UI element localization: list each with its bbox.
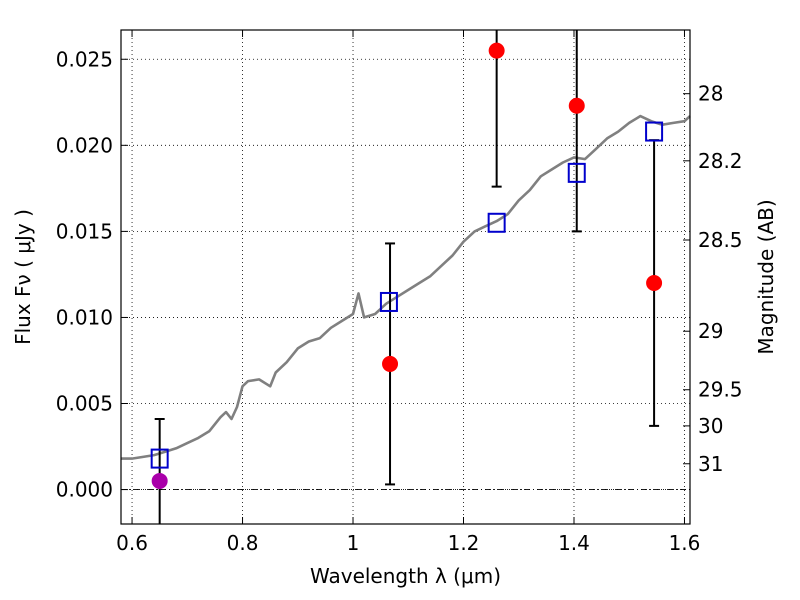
grid — [121, 30, 690, 524]
y-tick-label: 0.020 — [56, 133, 113, 157]
x-tick-label: 1 — [347, 531, 360, 555]
x-axis-label: Wavelength λ (μm) — [310, 564, 501, 588]
x-tick-label: 1.6 — [669, 531, 701, 555]
upper-limit-point — [151, 472, 168, 489]
observed-point — [382, 355, 399, 372]
y2-axis-label: Magnitude (AB) — [754, 199, 778, 354]
x-tick-label: 1.2 — [448, 531, 480, 555]
y2-tick-label: 28.5 — [698, 228, 743, 252]
y2-tick-label: 28 — [698, 82, 723, 106]
sed-line — [121, 114, 691, 460]
observed-point — [646, 275, 663, 292]
observed-point — [488, 42, 505, 59]
y2-tick-label: 29.5 — [698, 378, 743, 402]
y2-tick-label: 29 — [698, 319, 723, 343]
y2-tick-label: 30 — [698, 414, 723, 438]
y2-tick-label: 31 — [698, 452, 723, 476]
y-tick-label: 0.010 — [56, 305, 113, 329]
y-tick-label: 0.015 — [56, 219, 113, 243]
y-tick-label: 0.000 — [56, 478, 113, 502]
y-tick-label: 0.025 — [56, 47, 113, 71]
y2-tick-label: 28.2 — [698, 149, 743, 173]
y2-axis: 28 28.2 28.5 29 29.5 30 31 — [683, 82, 743, 476]
x-axis: 0.6 0.8 1 1.2 1.4 1.6 — [116, 30, 700, 555]
model-point — [487, 212, 506, 233]
y-axis: 0.000 0.005 0.010 0.015 0.020 0.025 — [56, 47, 128, 502]
x-tick-label: 1.4 — [558, 531, 590, 555]
y-tick-label: 0.005 — [56, 392, 113, 416]
model-point — [645, 121, 664, 142]
y-axis-label: Flux Fν ( μJy ) — [11, 209, 35, 345]
series-layer — [121, 30, 691, 524]
model-point — [150, 448, 169, 469]
plot-area — [121, 30, 690, 524]
plot-frame — [120, 29, 691, 525]
model-point — [379, 291, 398, 312]
x-tick-label: 0.8 — [227, 531, 259, 555]
model-point — [567, 162, 586, 183]
x-tick-label: 0.6 — [116, 531, 148, 555]
observed-point — [568, 97, 585, 114]
